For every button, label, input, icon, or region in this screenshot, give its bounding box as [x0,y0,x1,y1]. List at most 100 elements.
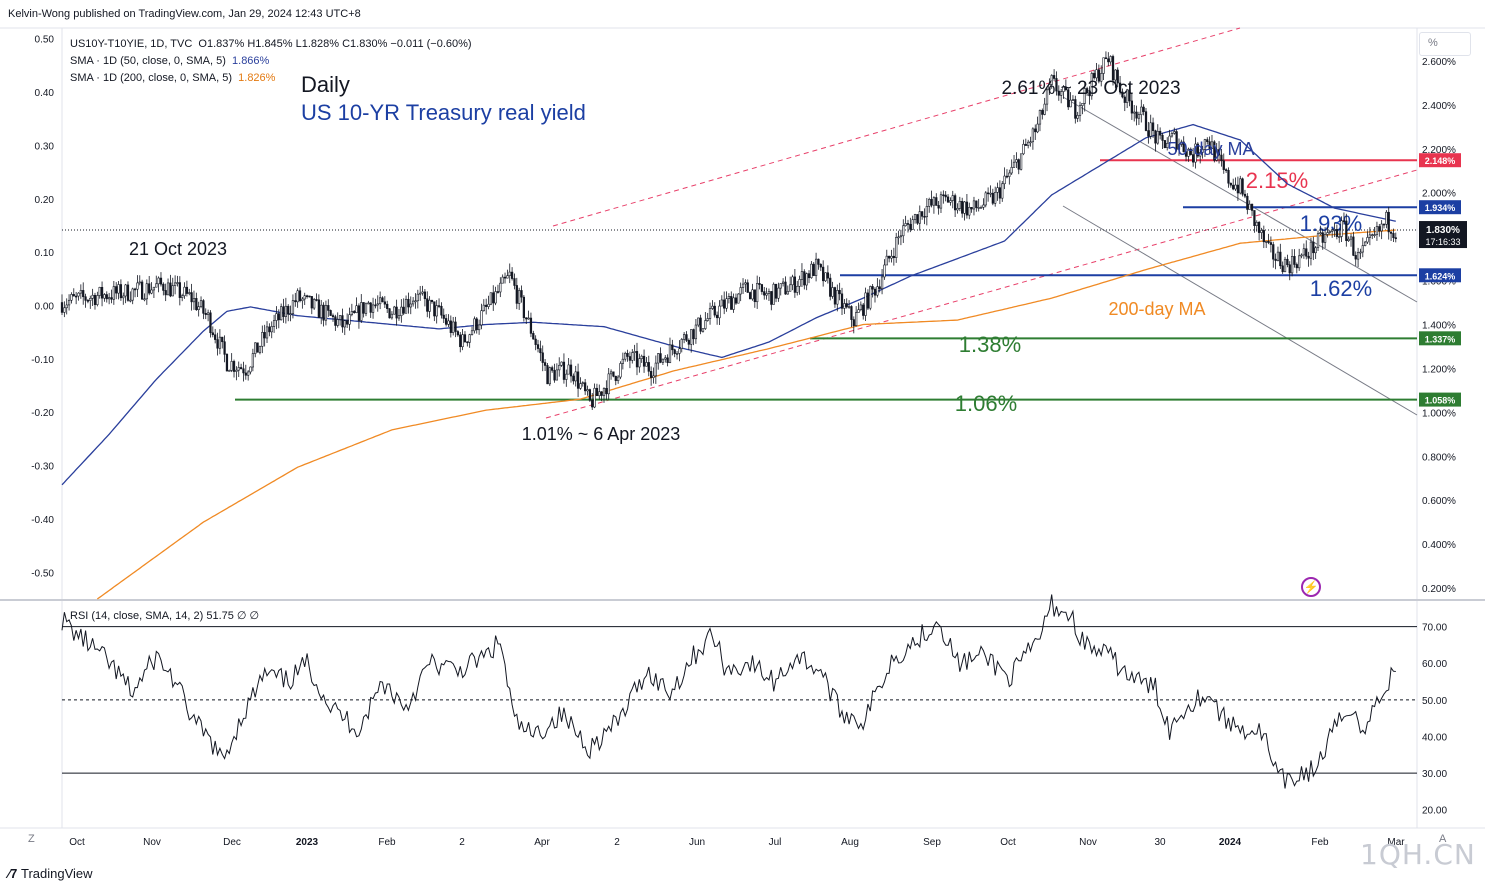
candle-body [539,348,542,354]
candle-body [772,283,775,305]
candle-body [430,299,434,303]
candle-body [164,290,167,296]
candle-body [454,321,457,332]
sma200-legend-row[interactable]: SMA · 1D (200, close, 0, SMA, 5) 1.826% [70,70,472,87]
low-annotation: 1.01% ~ 6 Apr 2023 [522,424,681,444]
candle-body [1347,238,1350,241]
candle-body [650,371,653,378]
candle-body [287,305,290,315]
candle-body [1338,236,1341,238]
rsi-legend[interactable]: RSI (14, close, SMA, 14, 2) 51.75 ∅ ∅ [70,610,260,622]
candle-body [850,306,853,320]
candle-body [206,312,210,315]
candle-body [1368,234,1371,238]
candle-body [1387,211,1390,233]
candle-body [459,334,462,348]
candle-body [96,295,99,305]
candle-body [732,297,735,310]
candle-body [280,306,283,321]
candle-body [525,317,528,320]
descending-upper-line[interactable] [1062,96,1418,303]
candle-body [1389,231,1393,234]
left-axis-tick: 0.50 [35,35,55,46]
symbol-name[interactable]: US10Y-T10YIE, 1D, TVC [70,38,193,50]
candle-body [805,273,808,286]
candle-body [1173,131,1176,134]
level-axis-tag [1419,392,1461,407]
candle-body [379,297,382,305]
candle-body [1182,141,1185,152]
lightning-icon[interactable]: ⚡ [1301,577,1321,597]
candle-body [1104,57,1108,60]
sma200-legend-label: SMA · 1D (200, close, 0, SMA, 5) [70,72,233,84]
candle-body [913,214,917,220]
candle-body [1201,149,1204,153]
x-axis-label: Jul [769,837,782,848]
candle-body [1088,92,1091,97]
candle-body [624,352,627,360]
candle-body [1290,256,1294,274]
candle-body [1083,88,1086,104]
x-axis-label: Nov [143,837,161,848]
candle-body [1267,241,1270,243]
candle-body [1057,90,1060,96]
candle-body [543,362,547,366]
candle-body [140,281,144,300]
candle-body [470,330,474,335]
candle-body [386,303,389,309]
rsi-line[interactable] [61,594,1396,789]
candle-body [496,291,500,293]
candle-body [701,328,705,332]
candle-body [904,223,907,227]
channel-upper-line[interactable] [552,27,1241,227]
x-axis-label: Aug [841,837,859,848]
candle-body [567,364,570,375]
candle-body [421,291,424,294]
auto-scale-button[interactable]: A [1439,833,1447,845]
rsi-axis-tick: 40.00 [1422,732,1447,743]
candle-body [404,298,408,314]
candle-body [977,207,980,209]
candle-body [518,290,521,304]
candle-body [786,290,789,295]
candle-body [261,332,264,347]
sma50-legend-label: SMA · 1D (50, close, 0, SMA, 5) [70,55,226,67]
candle-body [671,344,674,351]
candle-body [126,284,130,301]
candle-body [1163,140,1166,148]
candle-body [746,282,749,293]
candle-body [664,357,667,360]
candle-body [838,290,841,295]
channel-lower-line[interactable] [545,169,1418,419]
candle-body [1055,78,1058,92]
candle-body [199,300,203,307]
zoom-button[interactable]: Z [28,833,35,845]
candle-body [256,342,259,353]
candle-body [282,306,285,317]
candle-body [1156,130,1159,144]
candle-body [1333,229,1336,231]
publisher-line: Kelvin-Wong published on TradingView.com… [8,8,361,20]
percent-scale-button[interactable]: % [1419,32,1471,56]
candle-body [426,298,429,312]
tradingview-logo[interactable]: ⁄7 TradingView [8,866,93,881]
candle-body [275,313,278,321]
candle-body [939,194,943,209]
candle-body [774,283,778,299]
candle-body [1326,232,1329,235]
candle-body [72,294,75,297]
candle-body [1159,130,1162,136]
symbol-row[interactable]: US10Y-T10YIE, 1D, TVC O1.837% H1.845% L1… [70,36,472,53]
candle-body [173,282,177,286]
candle-body [1342,220,1346,223]
candle-body [461,334,464,348]
descending-lower-line[interactable] [1062,205,1418,416]
candle-body [162,283,165,291]
candle-body [994,192,997,204]
candle-body [829,277,832,297]
sma200-line[interactable] [96,229,1396,600]
candle-body [690,329,693,345]
sma50-legend-row[interactable]: SMA · 1D (50, close, 0, SMA, 5) 1.866% [70,53,472,70]
candle-body [1366,237,1369,243]
